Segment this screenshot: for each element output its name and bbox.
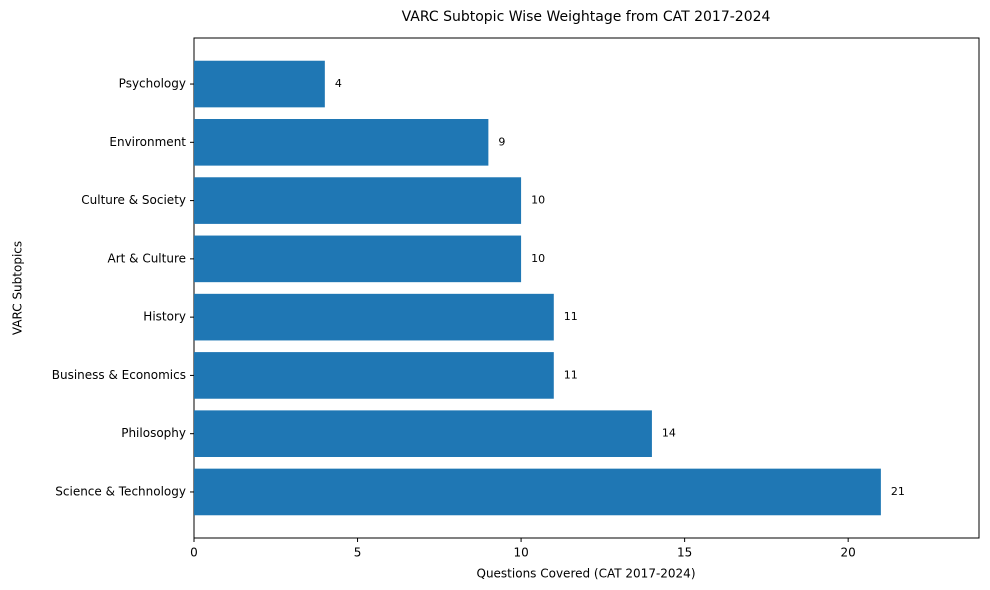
bar: [194, 60, 325, 108]
bar: [194, 235, 522, 283]
value-label: 10: [531, 194, 545, 207]
y-tick-label: Psychology: [119, 77, 186, 91]
x-tick-label: 5: [354, 546, 362, 560]
x-tick-label: 15: [677, 546, 692, 560]
x-tick-label: 0: [190, 546, 198, 560]
y-tick-label: History: [143, 310, 186, 324]
y-tick-label: Science & Technology: [55, 484, 186, 498]
value-label: 9: [498, 135, 505, 148]
x-tick-label: 20: [841, 546, 856, 560]
value-label: 14: [662, 427, 676, 440]
value-label: 11: [564, 310, 578, 323]
bar: [194, 468, 881, 516]
y-tick-label: Business & Economics: [52, 368, 186, 382]
bar: [194, 293, 554, 341]
value-label: 4: [335, 77, 342, 90]
y-tick-label: Philosophy: [121, 426, 186, 440]
plot-frame: [193, 37, 980, 539]
value-label: 10: [531, 252, 545, 265]
x-axis-label: Questions Covered (CAT 2017-2024): [477, 567, 696, 581]
bar: [194, 410, 652, 457]
y-axis-label: VARC Subtopics: [11, 241, 25, 335]
x-tick-label: 10: [513, 546, 528, 560]
value-label: 11: [564, 368, 578, 381]
chart-title: VARC Subtopic Wise Weightage from CAT 20…: [402, 9, 771, 25]
bar: [194, 177, 522, 224]
y-tick-label: Culture & Society: [81, 193, 186, 207]
y-tick-label: Art & Culture: [107, 251, 186, 265]
y-tick-label: Environment: [109, 135, 186, 149]
bar: [194, 352, 554, 399]
bar: [194, 119, 489, 166]
value-label: 21: [891, 485, 905, 498]
